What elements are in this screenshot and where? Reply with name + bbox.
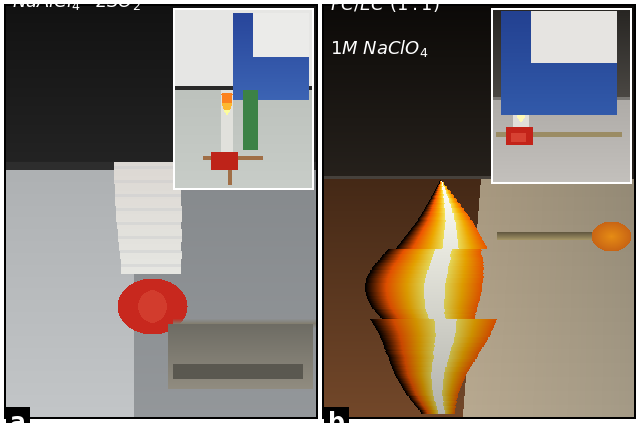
Text: $\mathit{PC/EC\ (1:1)}$: $\mathit{PC/EC\ (1:1)}$	[330, 0, 440, 14]
Text: $\mathit{1M\ NaClO_4}$: $\mathit{1M\ NaClO_4}$	[330, 38, 428, 59]
Text: $\mathit{NaAlCl_4}$$\mathit{-2SO_2}$: $\mathit{NaAlCl_4}$$\mathit{-2SO_2}$	[12, 0, 141, 12]
Text: a: a	[10, 411, 26, 423]
Text: b: b	[328, 411, 345, 423]
